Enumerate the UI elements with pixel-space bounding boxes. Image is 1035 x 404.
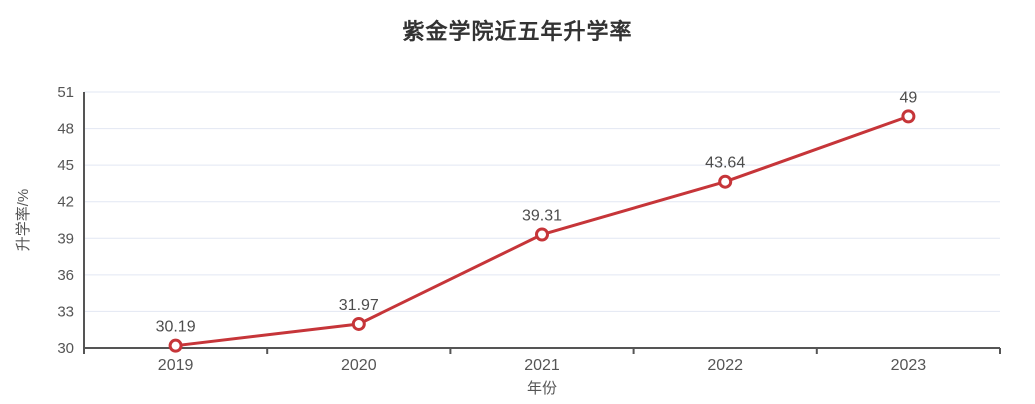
data-point-marker[interactable] <box>351 316 366 331</box>
x-tick-label: 2020 <box>341 357 377 374</box>
chart-title: 紫金学院近五年升学率 <box>402 19 633 44</box>
x-axis-title: 年份 <box>527 380 557 397</box>
y-axis-title: 升学率/% <box>15 189 32 252</box>
data-points <box>168 109 916 353</box>
x-tick-label: 2022 <box>707 357 743 374</box>
y-axis-labels: 30 33 36 39 42 45 48 51 <box>57 84 74 357</box>
data-point-label: 39.31 <box>522 208 562 225</box>
data-point-marker[interactable] <box>168 338 183 353</box>
y-tick-label: 33 <box>57 303 74 320</box>
data-point-marker[interactable] <box>718 174 733 189</box>
x-tick-label: 2019 <box>158 357 194 374</box>
data-point-label: 49 <box>900 89 918 106</box>
x-tick-label: 2023 <box>891 357 927 374</box>
data-point-label: 30.19 <box>156 319 196 336</box>
axes <box>83 92 1001 354</box>
data-point-marker[interactable] <box>901 109 916 124</box>
y-tick-label: 30 <box>57 340 74 357</box>
gridlines <box>84 91 1000 312</box>
x-tick-label: 2021 <box>524 357 560 374</box>
data-labels: 30.19 31.97 39.31 43.64 49 <box>156 89 918 335</box>
y-tick-label: 51 <box>57 84 74 101</box>
x-axis-labels: 2019 2020 2021 2022 2023 <box>158 357 926 374</box>
data-point-label: 31.97 <box>339 297 379 314</box>
y-tick-label: 42 <box>57 194 74 211</box>
data-point-label: 43.64 <box>705 155 745 172</box>
data-point-marker[interactable] <box>535 227 549 242</box>
y-tick-label: 45 <box>57 157 74 174</box>
y-tick-label: 39 <box>57 230 74 247</box>
y-tick-label: 48 <box>57 121 74 138</box>
y-tick-label: 36 <box>57 267 74 284</box>
